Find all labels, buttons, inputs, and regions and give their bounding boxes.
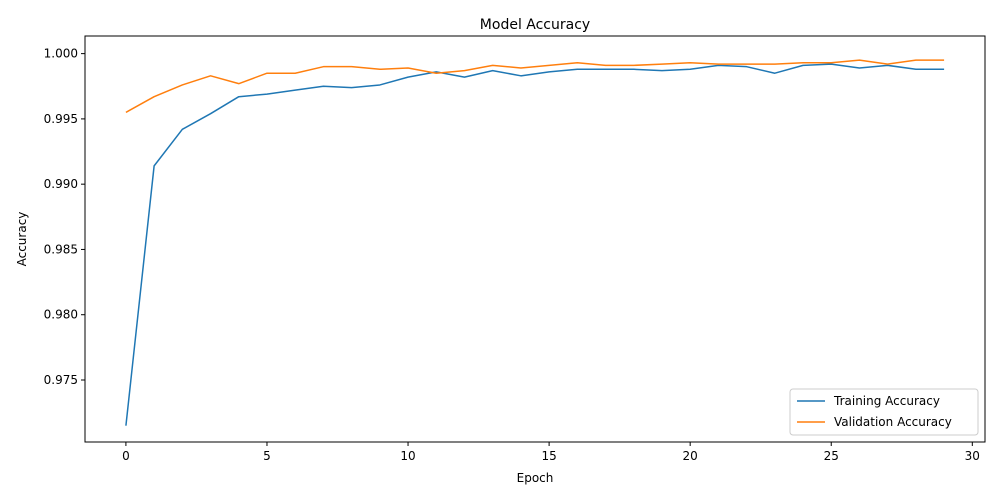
y-axis-label: Accuracy <box>15 212 29 267</box>
x-tick-label: 5 <box>263 449 271 463</box>
x-tick-label: 10 <box>400 449 415 463</box>
plot-area <box>84 35 986 443</box>
y-tick-label: 0.990 <box>44 177 78 191</box>
y-axis: 0.975 0.980 0.985 0.990 0.995 1.000 <box>44 47 85 387</box>
x-tick-label: 30 <box>965 449 980 463</box>
y-tick-label: 0.995 <box>44 112 78 126</box>
x-axis: 0 5 10 15 20 25 30 <box>122 442 980 463</box>
series-line-0 <box>125 63 945 426</box>
x-axis-label: Epoch <box>517 471 554 485</box>
y-tick-label: 0.975 <box>44 373 78 387</box>
x-tick-label: 20 <box>683 449 698 463</box>
x-tick-label: 15 <box>541 449 556 463</box>
x-tick-label: 25 <box>824 449 839 463</box>
y-tick-label: 1.000 <box>44 47 78 61</box>
series-lines <box>125 59 945 426</box>
chart-title: Model Accuracy <box>480 17 590 33</box>
legend-box <box>789 388 979 436</box>
y-tick-label: 0.980 <box>44 308 78 322</box>
x-tick-label: 0 <box>122 449 130 463</box>
legend: Training Accuracy Validation Accuracy <box>789 388 979 436</box>
series-line-1 <box>125 59 945 114</box>
legend-label: Training Accuracy <box>833 394 940 408</box>
y-tick-label: 0.985 <box>44 242 78 256</box>
legend-label: Validation Accuracy <box>834 415 952 429</box>
